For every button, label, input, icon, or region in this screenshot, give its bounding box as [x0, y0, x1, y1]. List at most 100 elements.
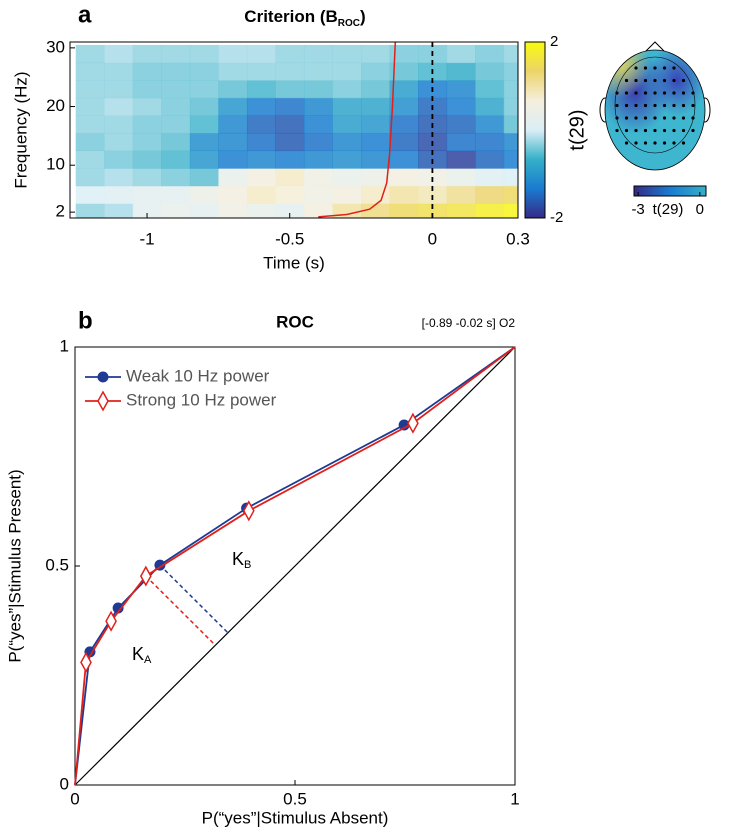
heatmap-cell: [361, 62, 391, 81]
plot-frame: [69, 41, 519, 219]
heatmap-cell: [104, 185, 134, 204]
heatmap-cell: [446, 44, 476, 64]
heatmap-cell: [389, 44, 419, 64]
electrode: [615, 128, 619, 133]
heatmap-cell: [332, 44, 362, 64]
heatmap-cell: [503, 44, 518, 64]
heatmap-cell: [132, 168, 162, 187]
heatmap-cell: [218, 185, 248, 204]
heatmap-cell: [446, 150, 476, 169]
heatmap-cell: [389, 203, 419, 218]
electrode: [615, 103, 619, 108]
heatmap-cell: [189, 80, 219, 99]
x-tick-label: 0: [428, 229, 437, 248]
heatmap-cell: [161, 168, 191, 187]
heatmap-cell: [75, 150, 105, 169]
electrode: [643, 116, 648, 120]
point: [398, 419, 410, 431]
heatmap-cell: [389, 80, 419, 99]
heatmap-cell: [303, 62, 334, 81]
electrode: [672, 116, 676, 120]
electrode: [662, 91, 667, 95]
electrode: [634, 103, 638, 108]
electrode: [672, 128, 676, 133]
heatmap-cell: [246, 115, 276, 134]
panel-label: b: [78, 307, 93, 334]
heatmap-cell: [104, 44, 134, 64]
head-outline: [604, 49, 706, 171]
point: [97, 371, 109, 383]
heatmap-cell: [189, 185, 219, 204]
heatmap-cell: [475, 115, 505, 134]
heatmap-cell: [75, 185, 105, 204]
heatmap-cell: [104, 203, 134, 218]
electrode: [672, 141, 676, 145]
heatmap-cell: [104, 97, 134, 116]
chart-title: ROC: [276, 312, 314, 331]
heatmap-cell: [332, 97, 362, 116]
heatmap-cell: [218, 44, 248, 64]
text-part: ROC: [338, 18, 360, 29]
colorbar-label: t(29): [566, 109, 588, 150]
electrode: [653, 141, 657, 145]
overlay-line: [318, 42, 397, 218]
heatmap-cell: [303, 80, 334, 99]
electrode: [634, 78, 638, 83]
electrode: [653, 128, 657, 133]
x-tick-label: -1: [139, 229, 154, 248]
heatmap-cell: [132, 203, 162, 218]
chance-diagonal: [74, 346, 516, 786]
legend-label: Weak 10 Hz power: [126, 366, 270, 385]
topo-colorbar: [633, 185, 707, 197]
heatmap-cell: [389, 62, 419, 81]
electrode: [653, 103, 657, 108]
electrode: [681, 116, 686, 120]
heatmap-cell: [446, 62, 476, 81]
electrode: [662, 128, 667, 133]
electrode: [653, 78, 657, 83]
heatmap-cell: [189, 203, 219, 218]
electrode: [643, 128, 648, 133]
heatmap-cell: [218, 168, 248, 187]
heatmap-cell: [189, 150, 219, 169]
point: [112, 602, 124, 614]
heatmap-cell: [303, 44, 334, 64]
point: [407, 412, 419, 434]
heatmap-cell: [218, 203, 248, 218]
electrode: [691, 128, 695, 133]
heatmap-cell: [332, 150, 362, 169]
heatmap-cell: [132, 132, 162, 152]
heatmap-cell: [361, 44, 391, 64]
text-part: B: [244, 559, 251, 571]
heatmap-cell: [75, 203, 105, 218]
colorbar: [524, 41, 546, 219]
point: [105, 610, 117, 632]
electrode: [643, 66, 648, 70]
heatmap-cell: [275, 168, 305, 187]
electrode: [643, 91, 648, 95]
heatmap-cell: [246, 80, 276, 99]
heatmap-cell: [332, 115, 362, 134]
heatmap-cell: [189, 168, 219, 187]
topo-colorbar-label: t(29): [653, 201, 684, 218]
heatmap-cell: [104, 150, 134, 169]
heatmap-cell: [475, 80, 505, 99]
heatmap-cell: [189, 115, 219, 134]
heatmap-cell: [503, 168, 518, 187]
y-tick-label: 0.5: [45, 555, 69, 574]
x-axis-label: Time (s): [263, 253, 325, 272]
point: [242, 500, 255, 522]
heatmap-cell: [218, 80, 248, 99]
electrode: [653, 116, 657, 120]
heatmap-cell: [161, 62, 191, 81]
electrode: [624, 91, 629, 95]
heatmap-cell: [275, 97, 305, 116]
heatmap-cell: [161, 44, 191, 64]
heatmap-cell: [161, 203, 191, 218]
heatmap-cell: [218, 97, 248, 116]
y-tick-label: 2: [56, 202, 65, 221]
legend: Weak 10 Hz power Strong 10 Hz power: [85, 366, 277, 412]
heatmap-cell: [303, 185, 334, 204]
heatmap-cell: [218, 62, 248, 81]
heatmap-cell: [475, 132, 505, 152]
